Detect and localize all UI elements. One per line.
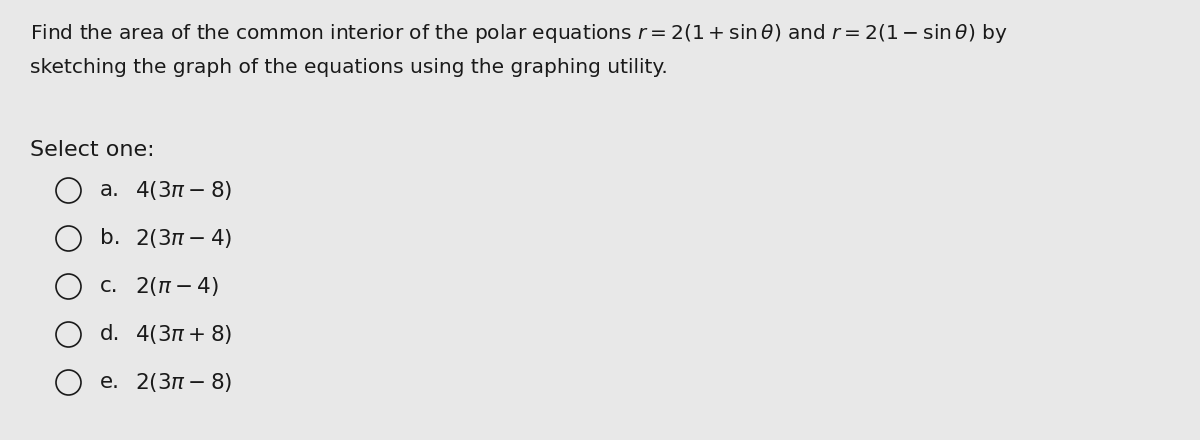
Text: $2(\pi - 4)$: $2(\pi - 4)$	[134, 275, 218, 297]
Text: e.: e.	[100, 372, 120, 392]
Text: $2(3\pi - 4)$: $2(3\pi - 4)$	[134, 227, 233, 249]
Text: Find the area of the common interior of the polar equations $r = 2(1 + \sin\thet: Find the area of the common interior of …	[30, 22, 1008, 45]
Text: c.: c.	[100, 276, 119, 296]
Text: a.: a.	[100, 180, 120, 200]
Text: $4(3\pi + 8)$: $4(3\pi + 8)$	[134, 323, 233, 345]
Text: Select one:: Select one:	[30, 140, 155, 160]
Text: $2(3\pi - 8)$: $2(3\pi - 8)$	[134, 370, 233, 393]
Text: d.: d.	[100, 324, 120, 344]
Text: b.: b.	[100, 228, 121, 248]
Text: sketching the graph of the equations using the graphing utility.: sketching the graph of the equations usi…	[30, 58, 667, 77]
Text: $4(3\pi - 8)$: $4(3\pi - 8)$	[134, 179, 233, 202]
